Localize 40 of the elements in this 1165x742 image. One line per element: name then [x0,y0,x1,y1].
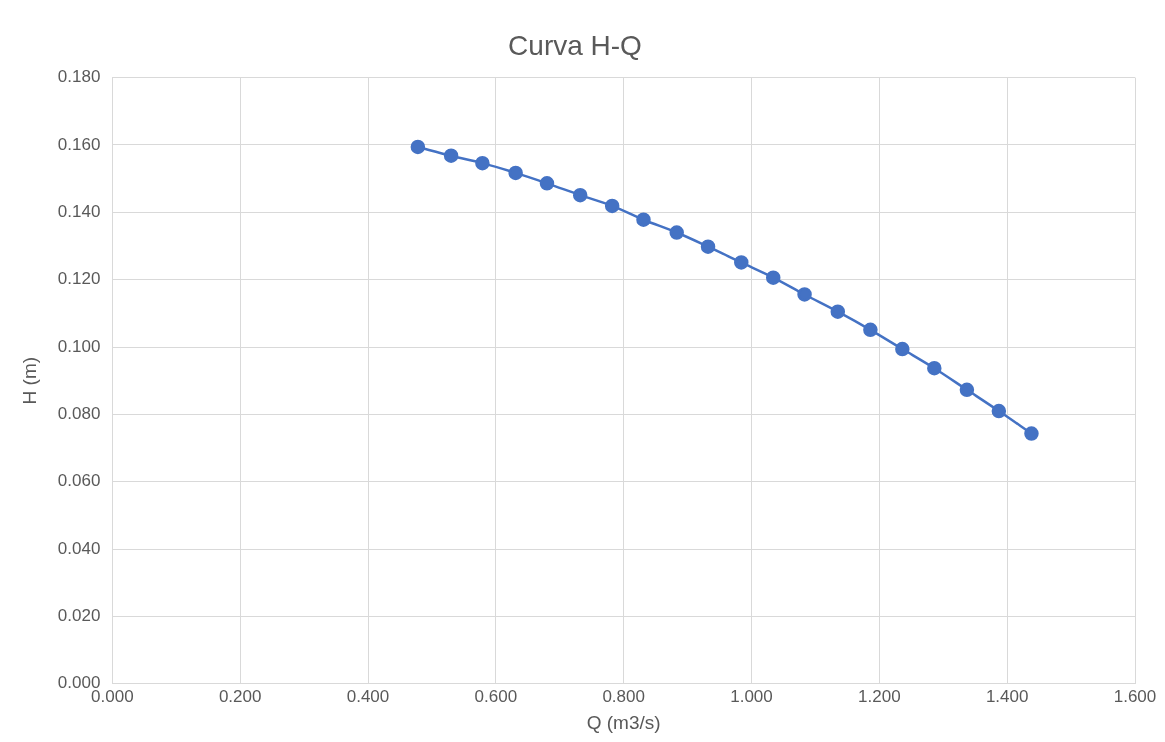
point [830,304,846,319]
x-tick-label: 1.600 [1113,686,1157,706]
point [508,165,523,181]
point [734,255,749,270]
point [863,322,878,338]
point [991,403,1007,419]
y-tick-label: 0.020 [57,606,101,626]
point [475,155,490,171]
point [572,187,588,203]
x-tick-label: 0.200 [218,686,262,706]
x-tick-label: 1.000 [730,686,773,706]
point [1024,426,1039,441]
point [604,198,620,214]
point [959,382,975,398]
point [765,270,781,285]
chart-title: Curva H-Q [508,29,642,61]
x-tick-label: 0.400 [346,686,390,706]
point [539,176,555,191]
y-tick-label: 0.180 [57,67,101,87]
x-axis-title: Q (m3/s) [586,711,661,733]
point [410,139,426,155]
point [443,148,459,163]
point [927,360,942,376]
y-tick-label: 0.080 [57,404,101,424]
y-tick-label: 0.060 [57,471,101,491]
y-tick-label: 0.040 [57,538,101,558]
point [636,212,651,227]
x-tick-label: 1.400 [985,686,1029,706]
point [669,225,684,240]
point [895,341,910,357]
x-tick-label: 0.800 [602,686,645,706]
y-tick-label: 0.160 [57,134,101,154]
x-tick-label: 0.600 [474,686,518,706]
y-tick-label: 0.120 [57,269,101,289]
point [700,239,716,254]
y-tick-label: 0.140 [57,202,101,221]
point [797,287,812,302]
x-tick-label: 1.200 [858,686,901,706]
y-axis-title: H (m) [18,356,40,405]
y-tick-label: 0.100 [57,336,101,356]
